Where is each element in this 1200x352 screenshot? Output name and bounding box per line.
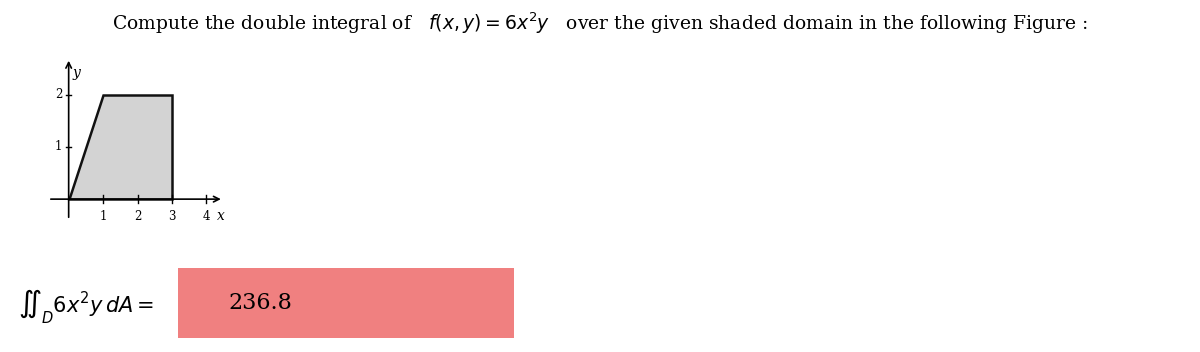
Text: 236.8: 236.8 xyxy=(228,292,292,314)
Text: Compute the double integral of   $f(x, y) = 6x^2y$   over the given shaded domai: Compute the double integral of $f(x, y) … xyxy=(112,11,1088,36)
Text: 3: 3 xyxy=(168,209,175,222)
Polygon shape xyxy=(68,95,172,199)
Text: 4: 4 xyxy=(203,209,210,222)
Text: y: y xyxy=(73,66,80,80)
Text: x: x xyxy=(217,208,224,222)
Text: 1: 1 xyxy=(55,140,62,153)
Text: 2: 2 xyxy=(55,88,62,101)
Text: 1: 1 xyxy=(100,209,107,222)
Text: $\iint_D 6x^2y\,dA = $: $\iint_D 6x^2y\,dA = $ xyxy=(18,287,154,326)
Text: 2: 2 xyxy=(134,209,142,222)
